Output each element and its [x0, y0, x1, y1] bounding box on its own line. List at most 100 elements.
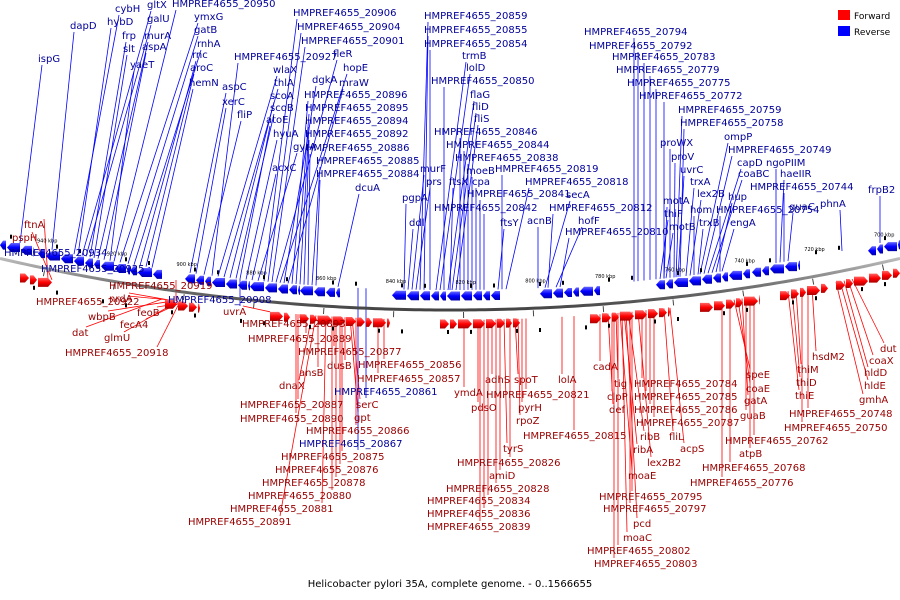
forward-gene-arrow	[318, 315, 332, 325]
gene-label: def	[609, 405, 626, 416]
label-leader-line	[407, 228, 414, 290]
forward-gene-arrow	[20, 273, 29, 283]
gene-label: acpS	[680, 444, 704, 455]
reverse-gene-arrow	[0, 240, 6, 250]
gene-label: HMPREF4655_20785	[634, 392, 737, 403]
label-leader-line	[311, 166, 321, 286]
rna-feature-mark	[286, 277, 288, 282]
rna-feature-mark	[332, 280, 334, 285]
gene-label: HMPREF4655_20794	[584, 27, 687, 38]
gene-label: thiD	[796, 378, 817, 389]
gene-label: ompP	[724, 132, 752, 143]
label-leader-lines	[19, 9, 885, 558]
reverse-gene-arrow	[689, 276, 701, 286]
reverse-gene-arrow	[300, 286, 313, 296]
label-leader-line	[621, 312, 628, 533]
gene-label: ribB	[640, 432, 660, 443]
label-leader-line	[721, 228, 735, 272]
forward-gene-arrow	[506, 318, 512, 328]
legend-swatch-reverse	[838, 26, 850, 36]
gene-label: HMPREF4655_20906	[293, 8, 396, 19]
label-leader-line	[779, 179, 785, 263]
gene-label: slt	[123, 44, 135, 55]
gene-label: HMPREF4655_20919	[109, 281, 212, 292]
gene-label: wbpB	[88, 312, 116, 323]
gene-label: hybD	[107, 17, 134, 28]
gene-label: HMPREF4655_20750	[784, 423, 887, 434]
gene-label: moaE	[628, 471, 656, 482]
rna-feature-mark	[677, 271, 679, 275]
gene-label: fliD	[472, 102, 489, 113]
gene-label: lex2B2	[647, 458, 681, 469]
gene-label: mraW	[339, 78, 369, 89]
reverse-gene-arrow	[473, 291, 482, 301]
forward-gene-arrow	[450, 319, 457, 329]
label-leader-line	[127, 295, 167, 300]
forward-gene-arrow	[854, 276, 868, 286]
label-leader-line	[517, 318, 521, 416]
label-leader-line	[195, 107, 227, 274]
gene-label: hom	[690, 205, 712, 216]
forward-gene-arrow	[807, 286, 820, 295]
label-leader-line	[93, 54, 128, 258]
gene-label: trmB	[462, 51, 487, 62]
reverse-gene-arrow	[265, 283, 277, 293]
gene-label: HMPREF4655_20818	[525, 177, 628, 188]
label-leader-line	[113, 9, 177, 262]
gene-label: tig	[614, 379, 627, 390]
label-leader-line	[189, 92, 227, 273]
gene-label: HMPREF4655_20908	[168, 295, 271, 306]
reverse-gene-arrow	[722, 272, 728, 282]
label-leader-line	[73, 14, 120, 255]
label-leader-line	[349, 317, 359, 413]
reverse-gene-arrow	[153, 269, 162, 279]
gene-label: HMPREF4655_20892	[305, 129, 408, 140]
gene-label: gmhA	[859, 395, 888, 406]
reverse-gene-arrow	[38, 249, 45, 259]
reverse-gene-arrow	[743, 269, 750, 279]
label-leader-line	[733, 299, 751, 370]
gene-label: murF	[420, 164, 446, 175]
scale-tick	[742, 290, 745, 297]
gene-label: ansB	[299, 368, 324, 379]
forward-gene-arrow	[30, 275, 37, 285]
rna-feature-mark	[148, 261, 150, 265]
label-leader-line	[257, 152, 298, 281]
label-leader-line	[235, 113, 275, 279]
rna-feature-mark	[746, 307, 748, 312]
gene-label: HMPREF4655_20841	[467, 189, 570, 200]
label-leader-line	[547, 213, 554, 288]
reverse-gene-arrow	[540, 289, 552, 299]
gene-label: HMPREF4655_20922	[36, 297, 139, 308]
gene-label: HMPREF4655_20877	[298, 347, 401, 358]
gene-label: lolA	[558, 375, 577, 386]
label-leader-line	[267, 32, 302, 282]
label-leader-line	[625, 312, 638, 519]
label-leader-line	[843, 280, 869, 368]
label-leader-line	[89, 41, 127, 258]
label-leader-line	[623, 312, 638, 445]
gene-label: frp	[122, 31, 136, 42]
gene-label: ymxG	[194, 12, 223, 23]
label-leader-line	[707, 168, 742, 274]
gene-label: speE	[746, 370, 770, 381]
forward-gene-arrow	[836, 280, 845, 290]
forward-gene-arrow	[648, 309, 658, 319]
label-leader-line	[81, 10, 152, 256]
gene-label: moeB	[466, 166, 495, 177]
gene-label: serC	[356, 400, 378, 411]
reverse-gene-arrow	[564, 288, 572, 297]
gene-label: rpoZ	[516, 416, 540, 427]
gene-label: pspH	[12, 233, 37, 244]
forward-gene-arrow	[284, 312, 290, 322]
forward-gene-arrow	[300, 314, 309, 324]
label-leader-line	[665, 232, 674, 279]
rna-feature-mark	[815, 250, 817, 255]
scale-tick-label: 900 kbp	[177, 262, 197, 268]
rna-feature-mark	[171, 310, 173, 315]
gene-label: HMPREF4655_20768	[702, 463, 805, 474]
gene-label: uvrC	[680, 165, 703, 176]
label-leader-line	[659, 219, 669, 279]
gene-label: HMPREF4655_20881	[230, 504, 333, 515]
